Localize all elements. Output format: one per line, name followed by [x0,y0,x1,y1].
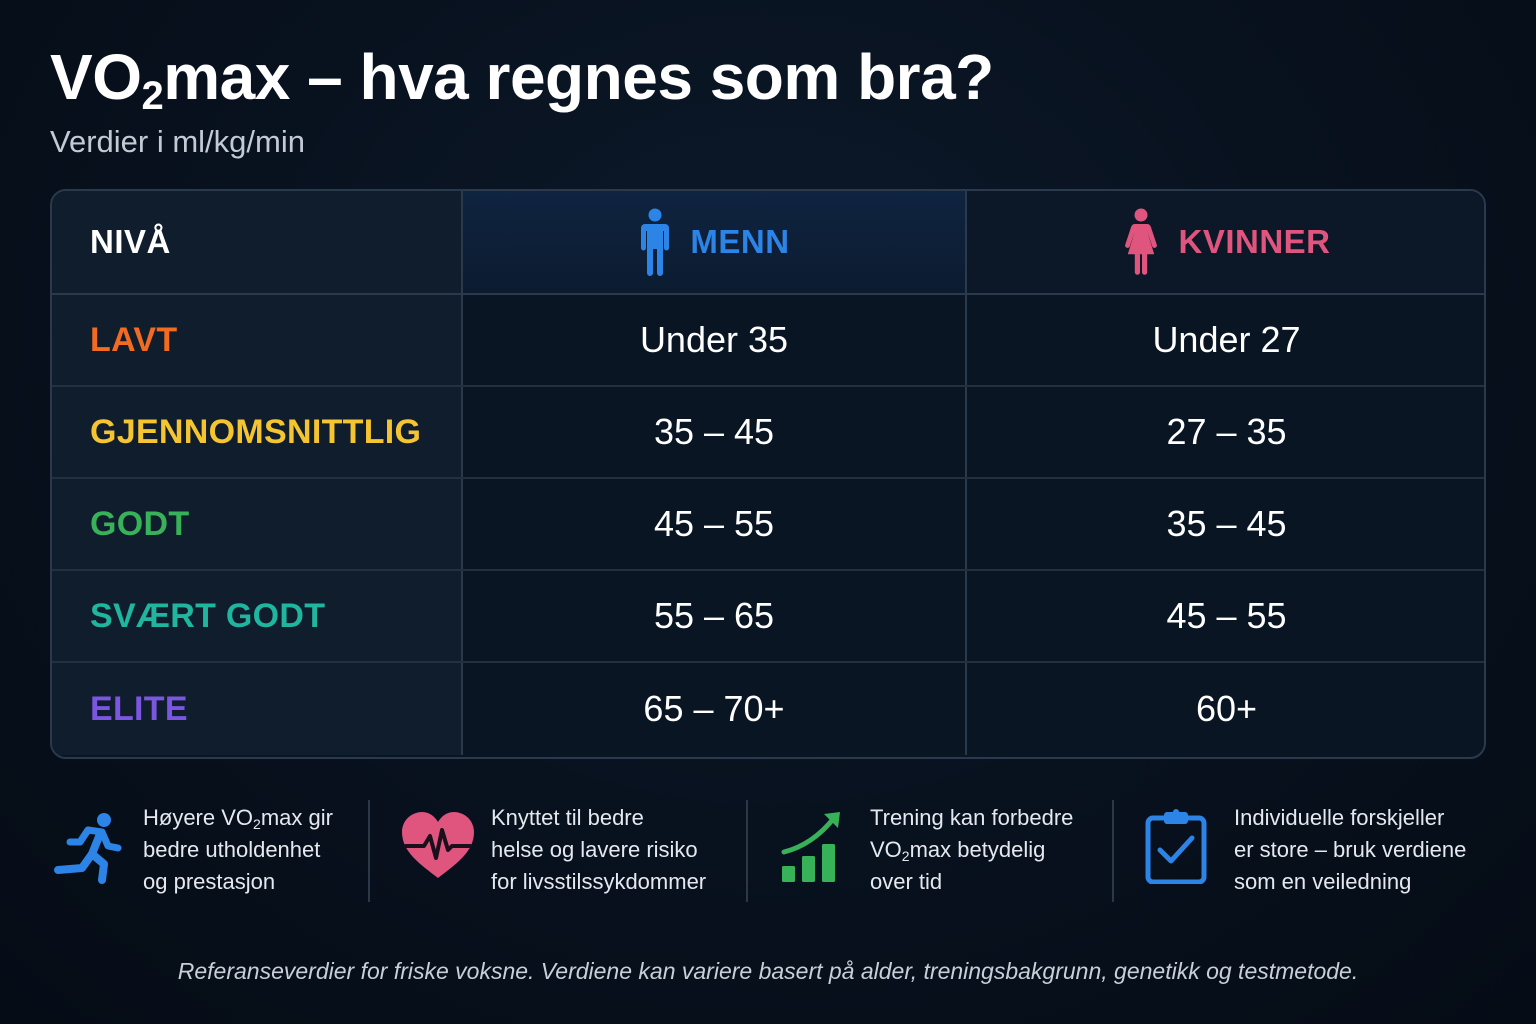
feature-line: er store – bruk verdiene [1234,837,1467,862]
page-title: VO2max – hva regnes som bra? [50,40,994,116]
men-value-cell: 35 – 45 [463,387,967,477]
table-row: ELITE 65 – 70+ 60+ [52,663,1484,755]
men-value-cell: 45 – 55 [463,479,967,569]
men-value: 35 – 45 [653,411,775,452]
men-value-cell: 55 – 65 [463,571,967,661]
feature-divider [746,800,748,902]
feature-text: Trening kan forbedre VO2max betydelig ov… [870,802,1073,898]
women-value: 35 – 45 [1166,503,1287,544]
women-value: 27 – 35 [1166,411,1287,452]
header-level-cell: NIVÅ [52,191,463,293]
feature-line: Knyttet til bedre [491,805,644,830]
women-value: 45 – 55 [1166,595,1287,636]
feature-line: helse og lavere risiko [491,837,698,862]
table-row: GJENNOMSNITTLIG 35 – 45 27 – 35 [52,387,1484,479]
feature-text: Høyere VO2max gir bedre utholdenhet og p… [143,802,333,898]
level-label-elite: ELITE [90,689,188,728]
table-row: LAVT Under 35 Under 27 [52,295,1484,387]
vo2max-table: NIVÅ MENN KVINNER LAVT Under 35 Unde [50,189,1486,759]
feature-text: Knyttet til bedre helse og lavere risiko… [491,802,706,898]
women-value-cell: 60+ [967,663,1484,755]
men-value: 55 – 65 [653,595,775,636]
men-value-cell: Under 35 [463,295,967,385]
title-subscript: 2 [141,74,164,118]
runner-icon [50,808,126,884]
feature-line: Høyere VO2max gir [143,805,333,832]
women-value-cell: 35 – 45 [967,479,1484,569]
feature-divider [1112,800,1114,902]
men-value-cell: 65 – 70+ [463,663,967,755]
feature-item-training: Trening kan forbedre VO2max betydelig ov… [778,798,1112,904]
header-men-label: MENN [690,223,790,260]
footer-note: Referanseverdier for friske voksne. Verd… [177,958,1359,984]
men-value: 65 – 70+ [643,688,785,729]
feature-line: Individuelle forskjeller [1234,805,1445,830]
level-label-svaert-godt: SVÆRT GODT [90,596,326,635]
header-women-cell: KVINNER [967,191,1484,293]
level-cell: ELITE [52,663,463,755]
feature-line: over tid [870,869,943,894]
men-value: 45 – 55 [653,503,775,544]
feature-item-individual: Individuelle forskjeller er store – bruk… [1144,798,1486,904]
level-label-godt: GODT [90,504,190,543]
level-label-lavt: LAVT [90,320,178,359]
female-person-icon [1122,208,1160,276]
level-cell: GJENNOMSNITTLIG [52,387,463,477]
level-label-gjennomsnittlig: GJENNOMSNITTLIG [90,412,422,451]
growth-chart-icon [778,808,854,884]
title-text: VO [50,41,142,113]
page-subtitle: Verdier i ml/kg/min [50,124,305,159]
level-cell: LAVT [52,295,463,385]
feature-text: Individuelle forskjeller er store – bruk… [1234,802,1466,898]
table-header-row: NIVÅ MENN KVINNER [52,191,1484,295]
women-value-cell: 27 – 35 [967,387,1484,477]
women-value: 60+ [1195,688,1258,729]
women-value: Under 27 [1152,319,1301,360]
table-row: GODT 45 – 55 35 – 45 [52,479,1484,571]
feature-list: Høyere VO2max gir bedre utholdenhet og p… [50,798,1486,904]
women-value-cell: 45 – 55 [967,571,1484,661]
level-cell: SVÆRT GODT [52,571,463,661]
feature-item-performance: Høyere VO2max gir bedre utholdenhet og p… [50,798,368,904]
level-cell: GODT [52,479,463,569]
header-level-label: NIVÅ [90,223,171,260]
feature-line: bedre utholdenhet [143,837,321,862]
male-person-icon [638,208,672,276]
table-row: SVÆRT GODT 55 – 65 45 – 55 [52,571,1484,663]
feature-line: Trening kan forbedre [870,805,1074,830]
heart-pulse-icon [400,808,476,884]
feature-line: VO2max betydelig [870,837,1046,864]
men-value: Under 35 [639,319,789,360]
feature-item-health: Knyttet til bedre helse og lavere risiko… [400,798,746,904]
header-men-cell: MENN [463,191,967,293]
feature-line: for livsstilssykdommer [491,869,707,894]
clipboard-check-icon [1144,808,1220,885]
women-value-cell: Under 27 [967,295,1484,385]
title-text-rest: max – hva regnes som bra? [163,41,994,113]
feature-line: og prestasjon [143,869,276,894]
header-women-label: KVINNER [1178,223,1331,260]
feature-divider [368,800,370,902]
feature-line: som en veiledning [1234,869,1412,894]
